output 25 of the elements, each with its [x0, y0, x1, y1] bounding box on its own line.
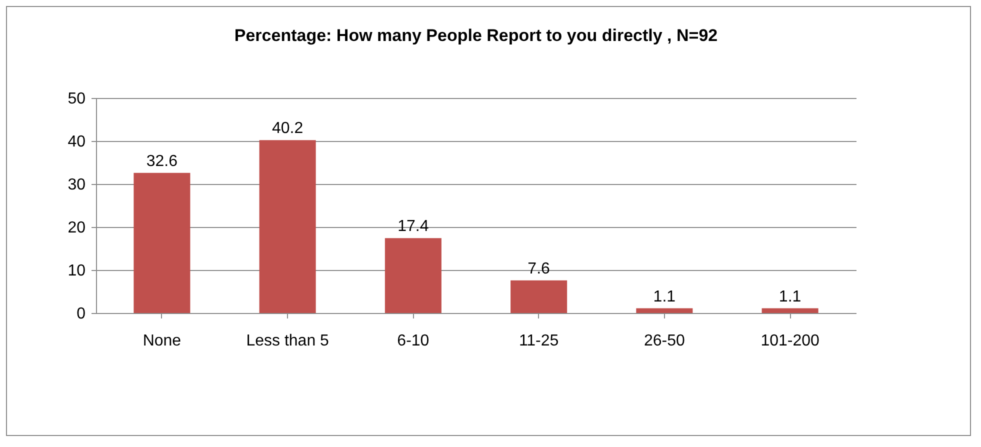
- bar: [510, 280, 568, 313]
- y-tick-label: 40: [68, 134, 86, 150]
- x-tick-label: 101-200: [760, 332, 820, 350]
- bar: [134, 172, 190, 313]
- y-tick-label: 10: [68, 262, 86, 280]
- data-label: 1.1: [778, 288, 802, 306]
- x-tick-label: None: [142, 332, 182, 350]
- data-label: 17.4: [398, 218, 429, 236]
- bar: [762, 308, 818, 313]
- x-tick-label: 11-25: [518, 332, 559, 350]
- data-label: 7.6: [528, 260, 550, 278]
- bar: [636, 308, 693, 313]
- x-tick-label: Less than 5: [246, 332, 330, 350]
- x-tick-label: 26-50: [644, 332, 685, 350]
- bar: [259, 140, 316, 313]
- data-label: 40.2: [272, 120, 304, 138]
- y-tick-label: 20: [68, 220, 86, 236]
- y-tick-label: 50: [68, 90, 86, 108]
- bar: [384, 238, 442, 313]
- y-tick-label: 0: [76, 306, 86, 322]
- data-label: 1.1: [653, 288, 676, 306]
- x-tick-label: 6-10: [397, 332, 430, 350]
- data-label: 32.6: [146, 152, 178, 170]
- y-tick-label: 30: [68, 176, 86, 194]
- chart-title: Percentage: How many People Report to you directly , N=92: [234, 26, 718, 45]
